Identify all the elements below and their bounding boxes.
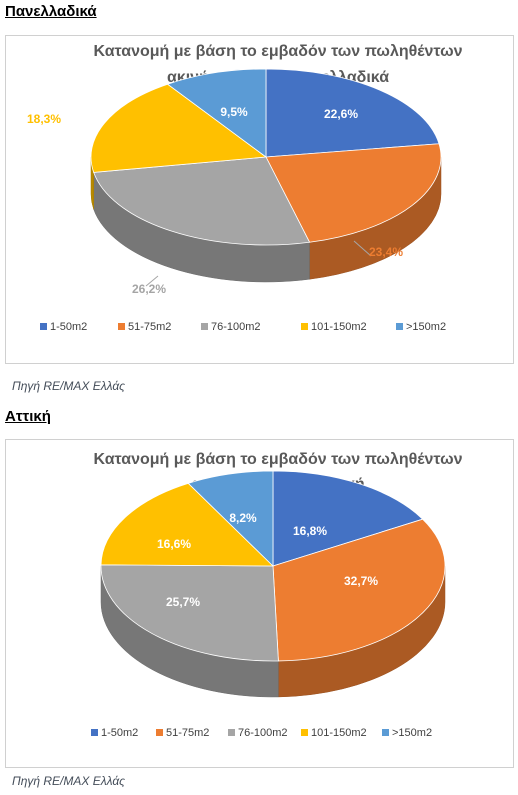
legend-label: 51-75m2 [166,727,209,739]
pie-slice-101-150m2 [90,83,268,173]
pie-slice->150m2 [166,68,267,158]
pie-top [90,68,442,246]
data-label-1-50m2: 22,6% [324,107,358,121]
legend-swatch [118,323,125,330]
pie-slice->150m2 [187,470,274,567]
data-label-1-50m2: 16,8% [293,524,327,538]
legend-label: 51-75m2 [128,321,171,333]
legend-swatch [301,323,308,330]
data-label-76-100m2: 25,7% [166,595,200,609]
data-label-51-75m2: 32,7% [344,574,378,588]
legend-label: 76-100m2 [238,727,288,739]
legend-swatch [201,323,208,330]
source-note-attica: Πηγή RE/MAX Ελλάς [12,774,126,788]
legend-swatch [40,323,47,330]
data-label-76-100m2: 26,2% [132,282,166,296]
pie-slice-1-50m2 [272,470,424,567]
chart-box-attica: Κατανομή με βάση το εμβαδόν των πωληθέντ… [5,439,514,768]
legend-swatch [301,729,308,736]
chart-box-greece: Κατανομή με βάση το εμβαδόν των πωληθέντ… [5,35,514,364]
legend-label: 101-150m2 [311,321,367,333]
legend-swatch [382,729,389,736]
legend-label: 76-100m2 [211,321,261,333]
section-heading-attica: Αττική [5,408,51,425]
legend-label: 1-50m2 [101,727,138,739]
chart-title-line: Κατανομή με βάση το εμβαδόν των πωληθέντ… [94,451,463,468]
source-note-greece: Πηγή RE/MAX Ελλάς [12,379,126,393]
legend-label: >150m2 [406,321,446,333]
legend-swatch [91,729,98,736]
pie-slice-1-50m2 [265,68,440,158]
leader-line [353,240,372,257]
pie-slice-76-100m2 [100,564,279,662]
legend-label: 101-150m2 [311,727,367,739]
pie-slice-76-100m2 [93,156,311,246]
legend-swatch [228,729,235,736]
data-label->150m2: 8,2% [229,511,257,525]
legend-label: >150m2 [392,727,432,739]
pie-slice-51-75m2 [272,518,446,662]
pie-chart-attica: Κατανομή με βάση το εμβαδόν των πωληθέντ… [91,451,463,739]
leader-line [145,275,159,287]
data-label-101-150m2: 16,6% [157,537,191,551]
legend-swatch [156,729,163,736]
pie-slice-101-150m2 [100,482,274,567]
data-label-51-75m2: 23,4% [369,245,403,259]
legend-swatch [396,323,403,330]
chart-legend: 1-50m2 51-75m2 76-100m2 101-150m2 >150m2 [91,727,432,739]
data-label-101-150m2: 18,3% [27,112,61,126]
pie-slice-51-75m2 [265,143,442,243]
section-heading-greece: Πανελλαδικά [5,3,97,20]
chart-title-line: Κατανομή με βάση το εμβαδόν των πωληθέντ… [94,43,463,60]
chart-legend: 1-50m2 51-75m2 76-100m2 101-150m2 >150m2 [40,321,446,333]
pie-top [100,470,446,662]
legend-label: 1-50m2 [50,321,87,333]
pie-chart-greece: Κατανομή με βάση το εμβαδόν των πωληθέντ… [27,43,463,333]
data-label->150m2: 9,5% [220,105,248,119]
